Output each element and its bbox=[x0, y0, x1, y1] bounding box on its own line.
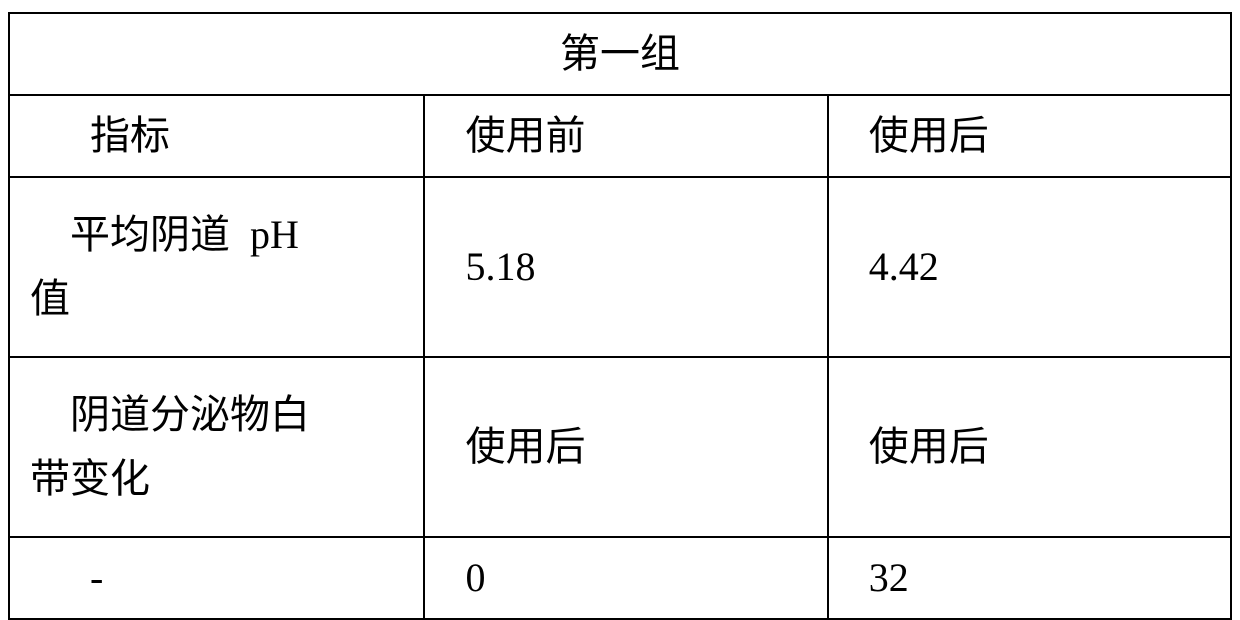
table-title-row: 第一组 bbox=[9, 13, 1231, 95]
row-label-ph: 平均阴道 pH值 bbox=[9, 177, 424, 357]
table-row: - 0 32 bbox=[9, 537, 1231, 619]
header-after-text: 使用后 bbox=[869, 113, 989, 158]
ph-after-value: 4.42 bbox=[869, 244, 939, 289]
ph-label-text: 平均阴道 pH值 bbox=[30, 212, 299, 321]
discharge-after-cell: 使用后 bbox=[828, 357, 1231, 537]
discharge-before-cell: 使用后 bbox=[424, 357, 827, 537]
dash-after-cell: 32 bbox=[828, 537, 1231, 619]
dash-before-cell: 0 bbox=[424, 537, 827, 619]
dash-before-value: 0 bbox=[465, 555, 485, 600]
dash-after-value: 32 bbox=[869, 555, 909, 600]
ph-before-cell: 5.18 bbox=[424, 177, 827, 357]
ph-after-cell: 4.42 bbox=[828, 177, 1231, 357]
discharge-after-value: 使用后 bbox=[869, 424, 989, 469]
header-label-text: 指标 bbox=[90, 113, 170, 158]
dash-label-text: - bbox=[90, 555, 103, 600]
data-table: 第一组 指标 使用前 使用后 平均阴道 pH值 5.18 4.42 bbox=[8, 12, 1232, 620]
discharge-label-text: 阴道分泌物白带变化 bbox=[30, 392, 310, 501]
row-label-dash: - bbox=[9, 537, 424, 619]
row-label-discharge: 阴道分泌物白带变化 bbox=[9, 357, 424, 537]
table-row: 平均阴道 pH值 5.18 4.42 bbox=[9, 177, 1231, 357]
ph-before-value: 5.18 bbox=[465, 244, 535, 289]
discharge-before-value: 使用后 bbox=[465, 424, 585, 469]
column-header-before: 使用前 bbox=[424, 95, 827, 177]
header-before-text: 使用前 bbox=[465, 113, 585, 158]
column-header-indicator: 指标 bbox=[9, 95, 424, 177]
table-title: 第一组 bbox=[560, 31, 680, 76]
data-table-container: 第一组 指标 使用前 使用后 平均阴道 pH值 5.18 4.42 bbox=[8, 12, 1232, 559]
table-row: 阴道分泌物白带变化 使用后 使用后 bbox=[9, 357, 1231, 537]
table-title-cell: 第一组 bbox=[9, 13, 1231, 95]
column-header-after: 使用后 bbox=[828, 95, 1231, 177]
table-header-row: 指标 使用前 使用后 bbox=[9, 95, 1231, 177]
